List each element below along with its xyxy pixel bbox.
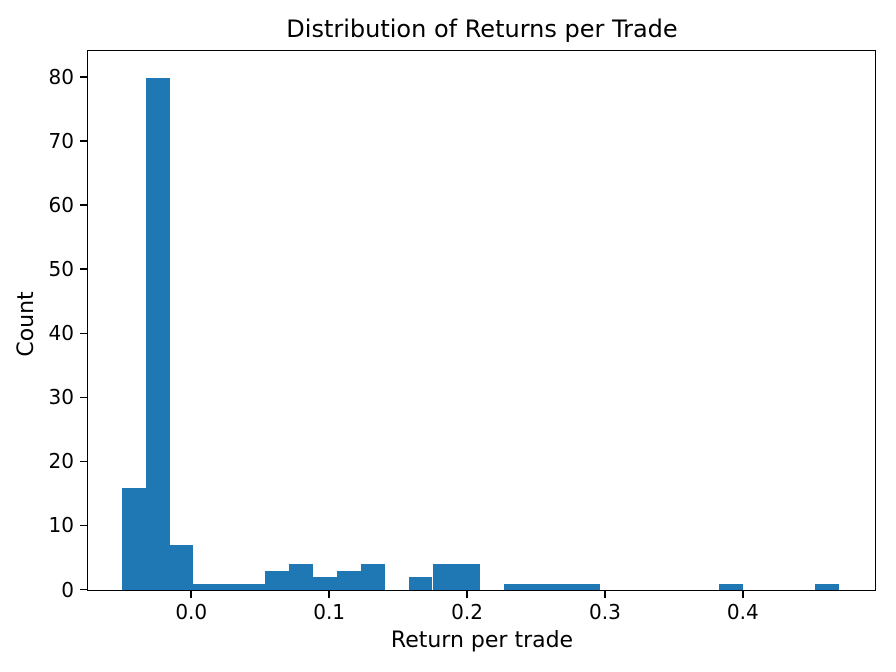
x-tick-label: 0.1: [313, 600, 346, 624]
y-tick-label: 0: [61, 577, 74, 602]
histogram-bar: [312, 577, 337, 590]
histogram-bar: [504, 583, 529, 590]
x-tick-label: 0.4: [726, 600, 759, 624]
y-tick-label: 20: [48, 449, 74, 474]
histogram-bar: [336, 570, 361, 590]
x-tick-mark: [604, 591, 606, 598]
histogram-bar: [145, 77, 170, 590]
x-tick-mark: [190, 591, 193, 598]
y-tick-mark: [80, 268, 87, 271]
y-tick-mark: [80, 588, 87, 591]
y-tick-mark: [80, 76, 87, 78]
x-tick-label: 0.0: [175, 600, 208, 624]
histogram-bar: [552, 583, 576, 590]
histogram-bar: [241, 583, 266, 590]
histogram-bar: [289, 564, 313, 590]
y-tick-label: 50: [48, 257, 74, 282]
y-tick-label: 80: [48, 65, 74, 90]
histogram-bar: [719, 583, 744, 590]
x-tick-label: 0.3: [589, 600, 621, 624]
y-tick-mark: [80, 140, 87, 142]
histogram-bar: [408, 577, 433, 590]
histogram-bar: [193, 583, 218, 590]
histogram-bar: [432, 564, 457, 590]
histogram-bar: [814, 583, 839, 590]
y-tick-mark: [80, 460, 87, 463]
y-tick-mark: [80, 332, 87, 335]
x-tick-mark: [466, 591, 468, 598]
x-axis-label: Return per trade: [390, 628, 574, 653]
x-tick-mark: [328, 591, 330, 598]
histogram-bar: [360, 564, 385, 590]
histogram-bar: [121, 487, 146, 590]
histogram-bar: [456, 564, 481, 590]
y-tick-mark: [80, 396, 87, 399]
y-tick-label: 60: [48, 193, 74, 218]
histogram-bar: [217, 583, 242, 590]
y-tick-label: 70: [48, 129, 74, 154]
y-tick-label: 40: [48, 321, 74, 346]
plot-area: [87, 50, 876, 591]
chart-title: Distribution of Returns per Trade: [286, 15, 678, 43]
histogram-bar: [169, 545, 194, 590]
y-tick-mark: [80, 204, 87, 206]
y-tick-label: 30: [48, 385, 74, 410]
y-tick-mark: [80, 524, 87, 527]
y-tick-label: 10: [48, 513, 74, 538]
x-tick-label: 0.2: [451, 600, 483, 624]
x-tick-mark: [742, 591, 744, 598]
histogram-bar: [265, 570, 290, 590]
y-axis-label: Count: [13, 291, 39, 357]
histogram-bar: [575, 583, 600, 590]
histogram-bar: [528, 583, 552, 590]
